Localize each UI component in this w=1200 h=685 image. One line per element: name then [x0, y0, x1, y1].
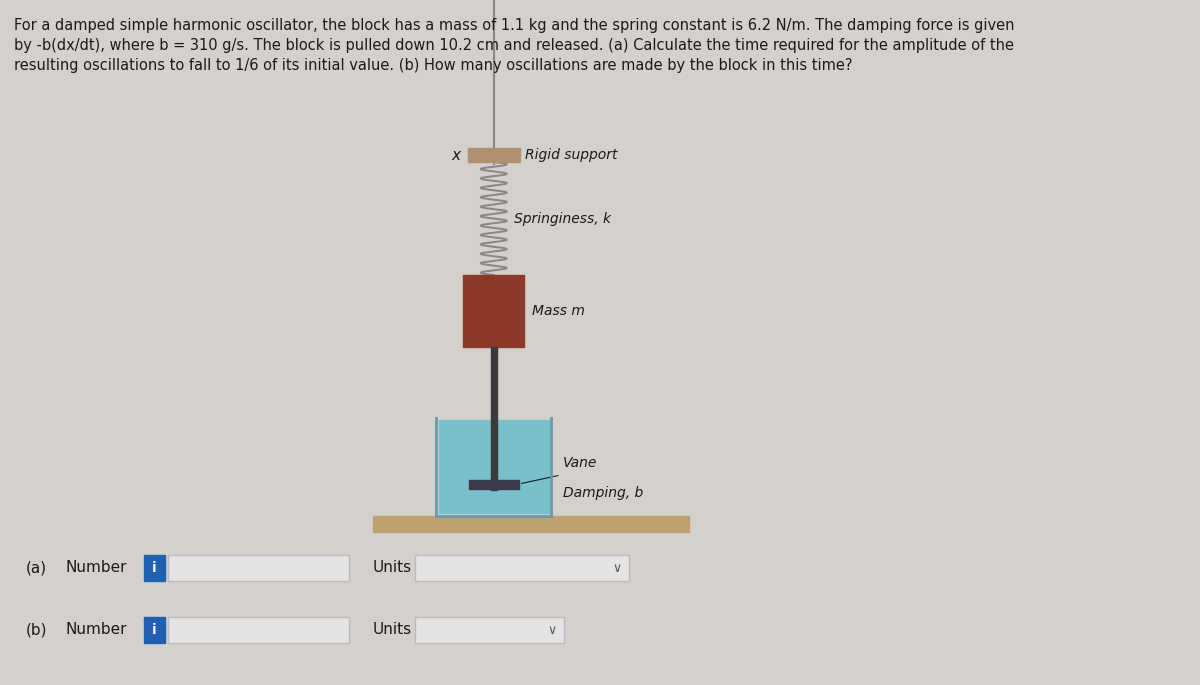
Text: i: i	[152, 561, 157, 575]
Text: Damping, b: Damping, b	[563, 486, 643, 500]
Bar	[468, 480, 518, 489]
Bar	[144, 617, 164, 643]
Bar	[463, 275, 524, 347]
Text: ∨: ∨	[547, 623, 556, 636]
Text: (b): (b)	[26, 623, 48, 638]
Bar	[168, 617, 349, 643]
Text: Springiness, k: Springiness, k	[515, 212, 611, 225]
Text: Units: Units	[373, 560, 412, 575]
Text: Number: Number	[65, 560, 127, 575]
Text: Number: Number	[65, 623, 127, 638]
Text: Units: Units	[373, 623, 412, 638]
Text: Mass m: Mass m	[532, 304, 584, 318]
Text: resulting oscillations to fall to 1/6 of its initial value. (b) How many oscilla: resulting oscillations to fall to 1/6 of…	[14, 58, 852, 73]
Bar	[144, 555, 164, 581]
Text: by -b(dx/dt), where b = 310 g/s. The block is pulled down 10.2 cm and released. : by -b(dx/dt), where b = 310 g/s. The blo…	[14, 38, 1014, 53]
Bar	[414, 555, 629, 581]
Text: ∨: ∨	[612, 562, 622, 575]
Bar	[414, 617, 564, 643]
Bar	[468, 148, 520, 162]
Bar	[491, 347, 498, 490]
Text: (a): (a)	[26, 560, 47, 575]
Bar	[439, 420, 548, 513]
Text: For a damped simple harmonic oscillator, the block has a mass of 1.1 kg and the : For a damped simple harmonic oscillator,…	[14, 18, 1014, 33]
Bar	[373, 516, 689, 532]
Text: Vane: Vane	[563, 456, 598, 470]
Bar	[168, 555, 349, 581]
Text: x: x	[451, 147, 460, 162]
Text: Rigid support: Rigid support	[526, 148, 618, 162]
Text: i: i	[152, 623, 157, 637]
